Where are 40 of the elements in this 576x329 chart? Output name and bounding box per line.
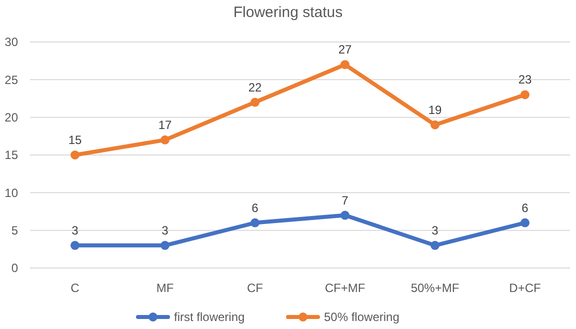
data-label: 3 [432,223,439,238]
data-label: 23 [518,72,532,87]
y-tick-label: 5 [11,224,18,238]
point [340,60,350,70]
data-label: 15 [68,133,82,147]
data-label: 22 [248,80,262,94]
point [250,218,260,228]
point [520,90,530,100]
point [250,98,260,107]
point [430,240,440,250]
y-tick-label: 0 [11,261,18,276]
x-tick-label: CF+MF [324,281,366,295]
x-tick-label: 50%+MF [410,281,460,295]
y-tick-label: 30 [4,35,18,50]
legend-label: 50% flowering [324,310,400,324]
data-label: 19 [428,102,442,117]
data-label: 27 [338,42,352,57]
point [160,135,170,144]
data-label: 7 [342,193,349,208]
y-tick-label: 10 [4,186,18,200]
x-tick-label: CF [247,281,263,295]
data-label: 3 [72,223,79,238]
x-tick-label: D+CF [509,281,541,295]
data-label: 17 [158,118,172,132]
point [340,210,350,220]
data-label: 3 [162,223,169,238]
y-tick-label: 20 [4,110,18,125]
point [70,150,80,160]
point [430,120,440,130]
point [70,240,80,250]
point [520,218,530,228]
data-label: 6 [522,200,529,215]
legend-label: first flowering [174,310,245,324]
y-tick-label: 25 [4,72,18,87]
data-label: 6 [252,200,259,215]
point [160,240,170,250]
x-tick-label: C [70,281,80,295]
y-tick-label: 15 [4,148,18,162]
chart-title: Flowering status [233,4,343,21]
x-tick-label: MF [156,281,174,295]
